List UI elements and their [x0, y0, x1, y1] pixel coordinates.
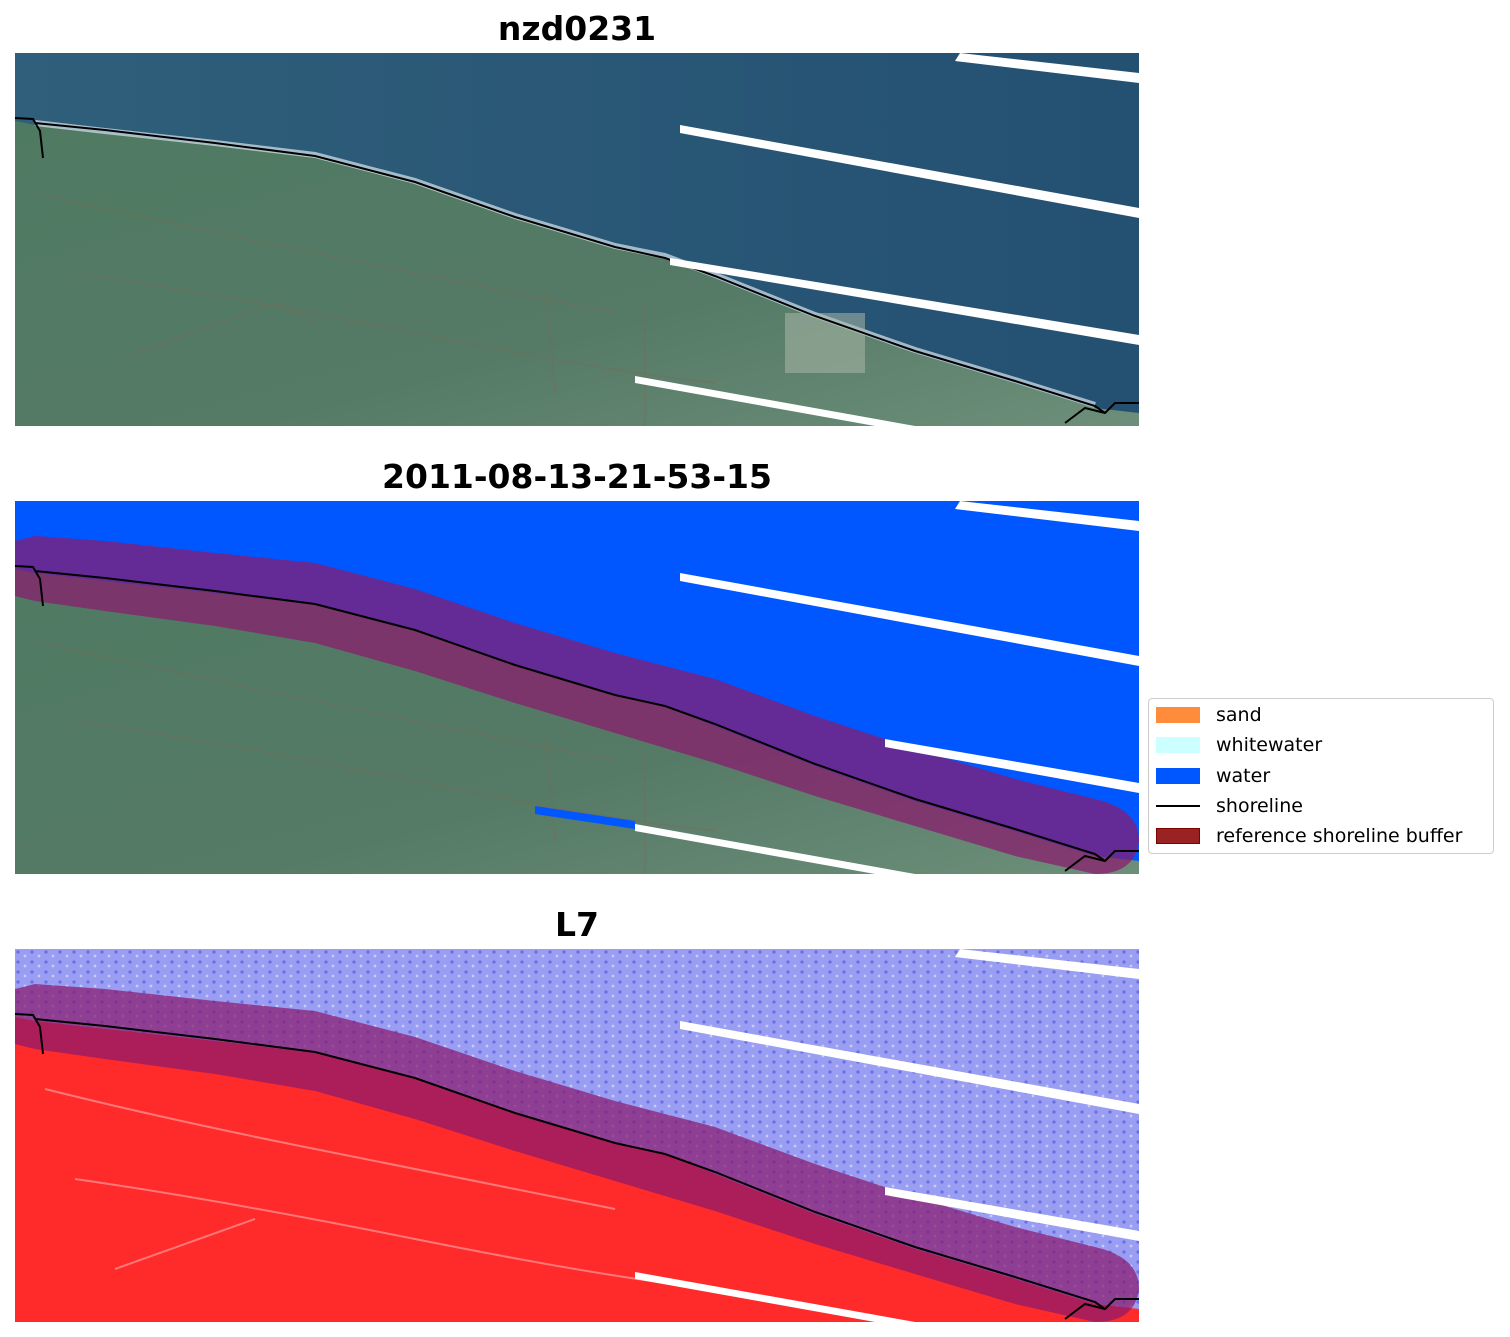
- panel-title-satellite: L7: [555, 905, 599, 944]
- reference-shoreline-buffer: [15, 536, 1139, 874]
- classified-image: [15, 501, 1139, 874]
- panel-title-rgb: nzd0231: [497, 9, 657, 48]
- reference-shoreline-buffer: [15, 984, 1139, 1322]
- scanline-gaps: [635, 501, 1139, 874]
- field-boundaries: [34, 192, 716, 426]
- legend-label: sand: [1216, 704, 1262, 726]
- index-image: [15, 949, 1139, 1322]
- legend-item-whitewater: whitewater: [1156, 734, 1492, 756]
- legend-label: reference shoreline buffer: [1216, 825, 1463, 847]
- sand-swatch: [1156, 707, 1200, 723]
- shoreline-line: [34, 122, 1106, 414]
- whitewater-swatch: [1156, 737, 1200, 753]
- panel-title-date: 2011-08-13-21-53-15: [382, 457, 772, 496]
- rgb-image-panel: [15, 53, 1139, 426]
- river-mouth-west: [15, 565, 44, 607]
- legend-item-shoreline: shoreline: [1156, 795, 1492, 817]
- rgb-image: [15, 53, 1139, 426]
- shoreline-line-swatch: [1156, 805, 1200, 807]
- water-scanline-strip: [535, 806, 635, 829]
- legend-label: shoreline: [1216, 795, 1303, 817]
- legend: sand whitewater water shoreline referenc…: [1148, 698, 1494, 854]
- legend-label: water: [1216, 765, 1271, 787]
- shoreline-line: [34, 1018, 1106, 1310]
- bare-ground-patch: [785, 313, 865, 373]
- water-swatch: [1156, 768, 1200, 784]
- legend-item-water: water: [1156, 765, 1492, 787]
- shoreline-line: [34, 570, 1106, 862]
- classified-image-panel: [15, 501, 1139, 874]
- field-boundaries: [34, 640, 716, 874]
- scanline-gaps: [635, 53, 1139, 426]
- river-mouth-west: [15, 117, 44, 159]
- river-mouth-west: [15, 1013, 44, 1055]
- index-image-panel: [15, 949, 1139, 1322]
- legend-label: whitewater: [1216, 734, 1323, 756]
- buffer-swatch: [1156, 828, 1200, 844]
- scanline-gaps: [635, 949, 1139, 1322]
- legend-item-reference-shoreline-buffer: reference shoreline buffer: [1156, 825, 1492, 847]
- legend-item-sand: sand: [1156, 704, 1492, 726]
